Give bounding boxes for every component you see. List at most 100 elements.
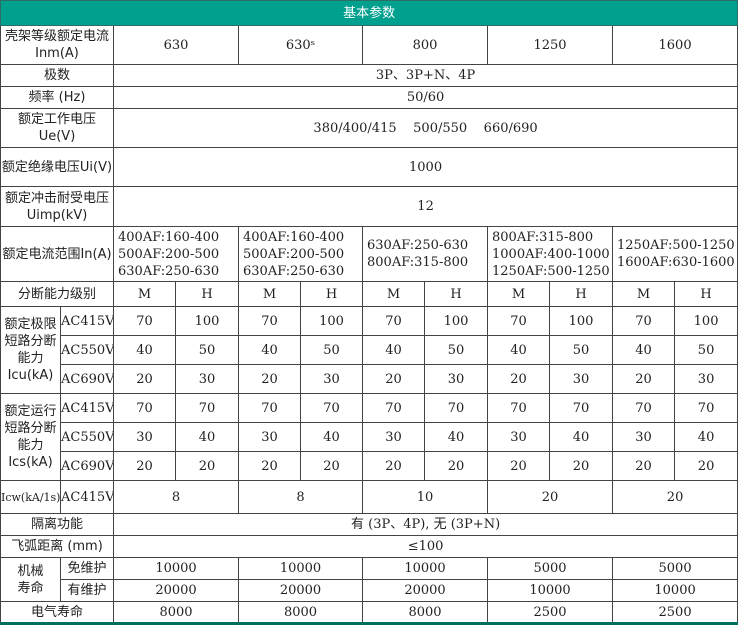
isolation-value: 有 (3P、4P), 无 (3P+N) (112, 513, 739, 536)
mech-life-value: 10000 (487, 579, 613, 602)
mech-life-sublabel: 免维护 (60, 557, 114, 580)
ics-value: 20 (673, 451, 739, 481)
frame-value: 1250 (487, 25, 613, 65)
mech-life-value: 20000 (362, 579, 488, 602)
breaking-level-value: M (113, 281, 176, 307)
uimp-value: 12 (112, 186, 739, 227)
frame-value: 800 (362, 25, 488, 65)
in-range-row: 额定电流范围In(A) 400AF:160-400 500AF:200-500 63… (0, 226, 739, 282)
ics-value: 30 (113, 422, 176, 452)
ics-value: 70 (424, 393, 488, 423)
frequency-value: 50/60 (112, 86, 739, 109)
elec-life-value: 2500 (487, 601, 613, 625)
mech-life-row: 机械 寿命 免维护 10000 10000 10000 5000 5000 (0, 557, 739, 602)
ics-voltage: AC550V (60, 422, 114, 452)
icu-voltage: AC550V (60, 335, 114, 365)
ics-value: 20 (549, 451, 613, 481)
mech-life-value: 20000 (113, 579, 239, 602)
icu-value: 70 (362, 306, 425, 336)
icu-value: 30 (673, 364, 739, 394)
ics-value: 70 (113, 393, 176, 423)
ics-value: 40 (673, 422, 739, 452)
mech-life-label: 机械 寿命 (0, 557, 61, 602)
in-range-value: 400AF:160-400 500AF:200-500 630AF:250-630 (238, 226, 363, 282)
icu-value: 30 (549, 364, 613, 394)
icu-value: 40 (113, 335, 176, 365)
arc-value: ≤100 (112, 535, 739, 558)
breaking-level-value: M (362, 281, 425, 307)
icw-value: 8 (113, 480, 239, 514)
breaking-level-value: H (673, 281, 739, 307)
icw-value: 8 (238, 480, 363, 514)
ics-value: 20 (424, 451, 488, 481)
icu-value: 50 (549, 335, 613, 365)
mech-life-value: 10000 (238, 557, 363, 580)
ics-voltage: AC690V (60, 451, 114, 481)
frame-row: 壳架等级额定电流 Inm(A) 630 630ˢ 800 1250 1600 (0, 25, 739, 65)
frame-value: 1600 (611, 25, 739, 65)
icu-value: 40 (362, 335, 425, 365)
frame-label: 壳架等级额定电流 Inm(A) (0, 25, 114, 65)
ics-value: 70 (549, 393, 613, 423)
mech-life-row: 有维护 20000 20000 20000 10000 10000 (1, 579, 739, 602)
breaking-level-value: H (424, 281, 488, 307)
icu-value: 50 (300, 335, 363, 365)
icu-voltage: AC415V (60, 306, 114, 336)
icw-value: 10 (362, 480, 488, 514)
icw-row: Icw(kA/1s) AC415V 8 8 10 20 20 (0, 480, 739, 514)
icu-value: 70 (487, 306, 550, 336)
breaking-level-value: H (175, 281, 239, 307)
mech-life-value: 10000 (611, 579, 739, 602)
ics-value: 30 (487, 422, 550, 452)
in-range-label: 额定电流范围In(A) (0, 226, 114, 282)
icw-voltage: AC415V (60, 480, 114, 514)
ics-value: 30 (362, 422, 425, 452)
ics-value: 40 (175, 422, 239, 452)
ics-label: 额定运行短路分断能力Ics(kA) (0, 393, 61, 481)
elec-life-value: 8000 (113, 601, 239, 625)
in-range-value: 800AF:315-800 1000AF:400-1000 1250AF:500-1… (487, 226, 613, 282)
ui-value: 1000 (112, 147, 739, 187)
breaking-level-value: M (612, 281, 675, 307)
icu-value: 100 (549, 306, 613, 336)
icu-value: 20 (113, 364, 176, 394)
ics-value: 40 (549, 422, 613, 452)
ics-value: 20 (238, 451, 301, 481)
icw-value: 20 (611, 480, 739, 514)
mech-life-sublabel: 有维护 (60, 579, 114, 602)
ics-value: 20 (362, 451, 425, 481)
table-title: 基本参数 (0, 0, 739, 26)
elec-life-value: 8000 (362, 601, 488, 625)
icu-value: 100 (175, 306, 239, 336)
breaking-level-label: 分断能力级别 (0, 281, 114, 307)
icu-value: 70 (238, 306, 301, 336)
ics-value: 70 (673, 393, 739, 423)
icu-value: 40 (238, 335, 301, 365)
ics-value: 20 (612, 451, 675, 481)
ics-value: 20 (113, 451, 176, 481)
mech-life-value: 20000 (238, 579, 363, 602)
icu-value: 40 (612, 335, 675, 365)
ue-value: 380/400/415 500/550 660/690 (112, 108, 739, 148)
isolation-label: 隔离功能 (0, 513, 114, 536)
icu-value: 30 (300, 364, 363, 394)
frame-value: 630 (113, 25, 239, 65)
breaking-level-value: M (238, 281, 301, 307)
icu-value: 50 (175, 335, 239, 365)
ics-value: 20 (487, 451, 550, 481)
ics-value: 70 (238, 393, 301, 423)
ue-label: 额定工作电压Ue(V) (0, 108, 114, 148)
icw-label: Icw(kA/1s) (0, 480, 61, 514)
arc-label: 飞弧距离 (mm) (0, 535, 114, 558)
mech-life-value: 10000 (362, 557, 488, 580)
icu-value: 50 (424, 335, 488, 365)
in-range-value: 630AF:250-630 800AF:315-800 (362, 226, 488, 282)
breaking-level-value: M (487, 281, 550, 307)
icw-value: 20 (487, 480, 613, 514)
ics-voltage: AC415V (60, 393, 114, 423)
elec-life-value: 8000 (238, 601, 363, 625)
in-range-value: 400AF:160-400 500AF:200-500 630AF:250-630 (113, 226, 239, 282)
ics-value: 20 (175, 451, 239, 481)
elec-life-row: 电气寿命 8000 8000 8000 2500 2500 (0, 601, 739, 625)
